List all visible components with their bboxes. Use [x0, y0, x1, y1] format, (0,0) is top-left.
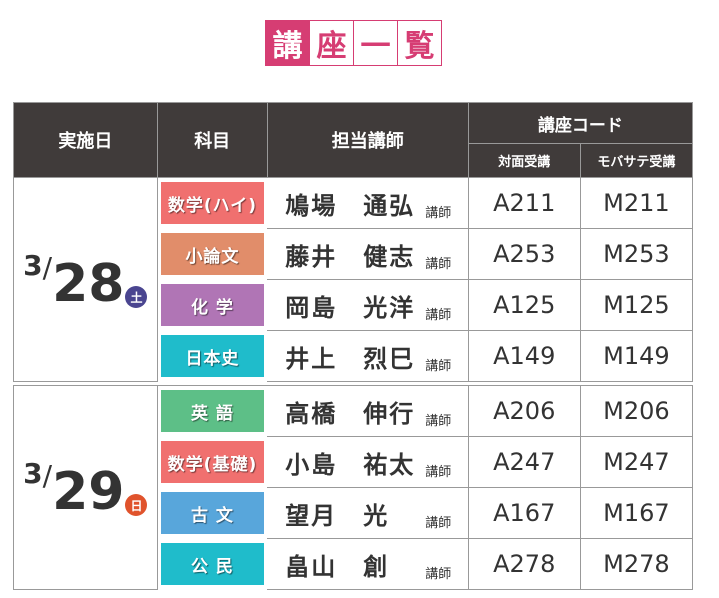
subject-label: 古 文	[160, 492, 265, 534]
page-title: 講 座 一 覧	[265, 20, 442, 66]
mobile-code: M125	[579, 279, 694, 331]
face-code: A278	[467, 538, 581, 590]
subject-cell: 日本史	[157, 330, 268, 382]
teacher-cell: 高橋 伸行 講師	[267, 385, 469, 437]
face-code: A149	[467, 330, 581, 382]
subject-label: 数学(ハイ)	[160, 182, 265, 224]
teacher-name: 井上 烈巳	[285, 344, 416, 373]
subject-label: 英 語	[160, 390, 265, 432]
teacher-name: 岡島 光洋	[285, 293, 416, 322]
teacher-name: 鳩場 通弘	[285, 191, 416, 220]
teacher-suffix: 講師	[425, 515, 452, 531]
mobile-code: M167	[579, 487, 694, 539]
title-char: 座	[309, 21, 353, 65]
subject-cell: 数学(基礎)	[157, 436, 268, 488]
table-row: 3 / 28 土数学(ハイ) 鳩場 通弘 講師 A211 M211	[13, 177, 694, 382]
table-row: 日本史 井上 烈巳 講師 A149 M149	[14, 330, 694, 382]
subject-label: 化 学	[160, 284, 265, 326]
teacher-cell: 井上 烈巳 講師	[267, 330, 469, 382]
face-code: A125	[467, 279, 581, 331]
teacher-cell: 岡島 光洋 講師	[267, 279, 469, 331]
mobile-code: M149	[579, 330, 694, 382]
date-month: 3	[23, 457, 43, 490]
subject-label: 公 民	[160, 543, 265, 585]
table-row: 古 文 望月 光 講師 A167 M167	[14, 487, 694, 539]
subject-cell: 化 学	[157, 279, 268, 331]
course-table: 実施日 科目 担当講師 講座コード 対面受講 モバサテ受講 3 / 28 土数学…	[13, 102, 694, 590]
teacher-cell: 畠山 創 講師	[267, 538, 469, 590]
date-day: 29	[52, 462, 125, 522]
header-mobile: モバサテ受講	[579, 143, 694, 178]
subject-cell: 小論文	[157, 228, 268, 280]
face-code: A247	[467, 436, 581, 488]
teacher-cell: 望月 光 講師	[267, 487, 469, 539]
teacher-suffix: 講師	[425, 413, 452, 429]
teacher-name: 畠山 創	[285, 552, 390, 581]
mobile-code: M211	[579, 177, 694, 229]
title-char: 覧	[397, 21, 441, 65]
date-day: 28	[52, 254, 125, 314]
teacher-suffix: 講師	[425, 566, 452, 582]
subject-label: 数学(基礎)	[160, 441, 265, 483]
teacher-suffix: 講師	[425, 205, 452, 221]
header-date: 実施日	[13, 102, 158, 178]
table-row: 数学(基礎) 小島 祐太 講師 A247 M247	[14, 436, 694, 488]
teacher-suffix: 講師	[425, 256, 452, 272]
subject-cell: 公 民	[157, 538, 268, 590]
header-code: 講座コード	[467, 102, 694, 144]
table-row: 公 民 畠山 創 講師 A278 M278	[14, 538, 694, 590]
teacher-suffix: 講師	[425, 307, 452, 323]
subject-label: 日本史	[160, 335, 265, 377]
teacher-name: 小島 祐太	[285, 450, 416, 479]
date-month: 3	[23, 249, 43, 282]
date-slash: /	[42, 459, 53, 492]
face-code: A206	[467, 385, 581, 437]
subject-cell: 数学(ハイ)	[157, 177, 268, 229]
face-code: A253	[467, 228, 581, 280]
title-char: 一	[353, 21, 397, 65]
header-face: 対面受講	[467, 143, 581, 178]
date-slash: /	[42, 251, 53, 284]
weekday-badge: 日	[125, 494, 148, 516]
teacher-name: 高橋 伸行	[285, 399, 416, 428]
teacher-suffix: 講師	[425, 464, 452, 480]
teacher-name: 望月 光	[285, 501, 390, 530]
header-subject: 科目	[156, 102, 268, 178]
face-code: A167	[467, 487, 581, 539]
weekday-badge: 土	[125, 286, 148, 308]
mobile-code: M247	[579, 436, 694, 488]
mobile-code: M253	[579, 228, 694, 280]
subject-cell: 英 語	[157, 385, 268, 437]
face-code: A211	[467, 177, 581, 229]
teacher-cell: 藤井 健志 講師	[267, 228, 469, 280]
teacher-cell: 小島 祐太 講師	[267, 436, 469, 488]
title-char: 講	[266, 21, 309, 65]
subject-cell: 古 文	[157, 487, 268, 539]
table-row: 3 / 29 日英 語 高橋 伸行 講師 A206 M206	[13, 385, 694, 590]
teacher-suffix: 講師	[425, 358, 452, 374]
teacher-name: 藤井 健志	[285, 242, 416, 271]
table-row: 化 学 岡島 光洋 講師 A125 M125	[14, 279, 694, 331]
date-cell: 3 / 29 日	[13, 385, 158, 590]
mobile-code: M278	[579, 538, 694, 590]
subject-label: 小論文	[160, 233, 265, 275]
header-teacher: 担当講師	[266, 102, 469, 178]
table-row: 小論文 藤井 健志 講師 A253 M253	[14, 228, 694, 280]
mobile-code: M206	[579, 385, 694, 437]
teacher-cell: 鳩場 通弘 講師	[267, 177, 469, 229]
date-cell: 3 / 28 土	[13, 177, 158, 382]
